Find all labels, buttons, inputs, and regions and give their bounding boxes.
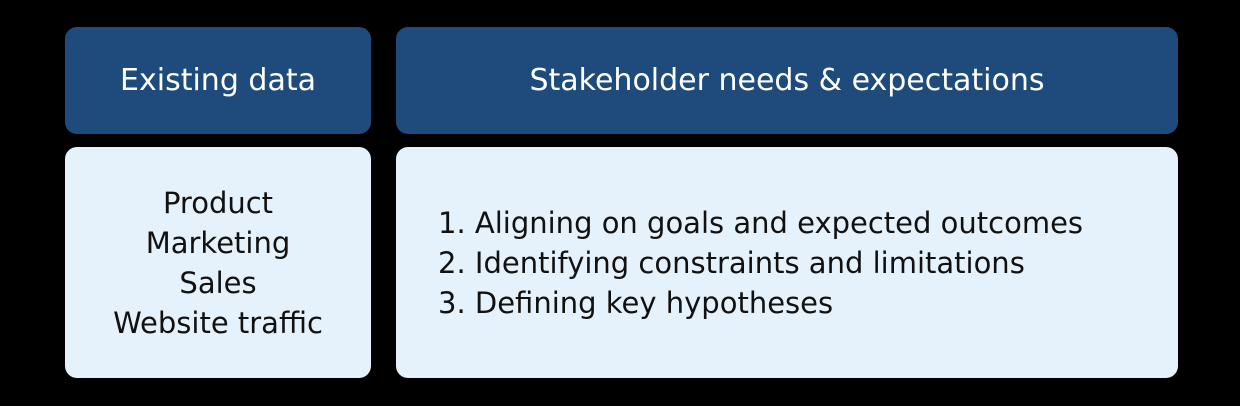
stakeholder-needs-list: 1. Aligning on goals and expected outcom… [438, 203, 1083, 323]
stakeholder-needs-header-label: Stakeholder needs & expectations [529, 63, 1045, 98]
existing-data-item: Marketing [145, 225, 291, 260]
stakeholder-needs-panel: 1. Aligning on goals and expected outcom… [396, 147, 1178, 378]
existing-data-item: Website traffic [113, 305, 323, 340]
existing-data-item: Sales [179, 265, 257, 300]
existing-data-header: Existing data [65, 27, 371, 134]
stakeholder-needs-item: 3. Defining key hypotheses [438, 285, 834, 320]
stakeholder-needs-item: 2. Identifying constraints and limitatio… [438, 245, 1025, 280]
existing-data-panel: Product Marketing Sales Website traffic [65, 147, 371, 378]
stakeholder-needs-item: 1. Aligning on goals and expected outcom… [438, 205, 1084, 240]
existing-data-header-label: Existing data [120, 63, 316, 98]
existing-data-list: Product Marketing Sales Website traffic [113, 183, 323, 343]
existing-data-item: Product [162, 185, 274, 220]
stakeholder-needs-header: Stakeholder needs & expectations [396, 27, 1178, 134]
